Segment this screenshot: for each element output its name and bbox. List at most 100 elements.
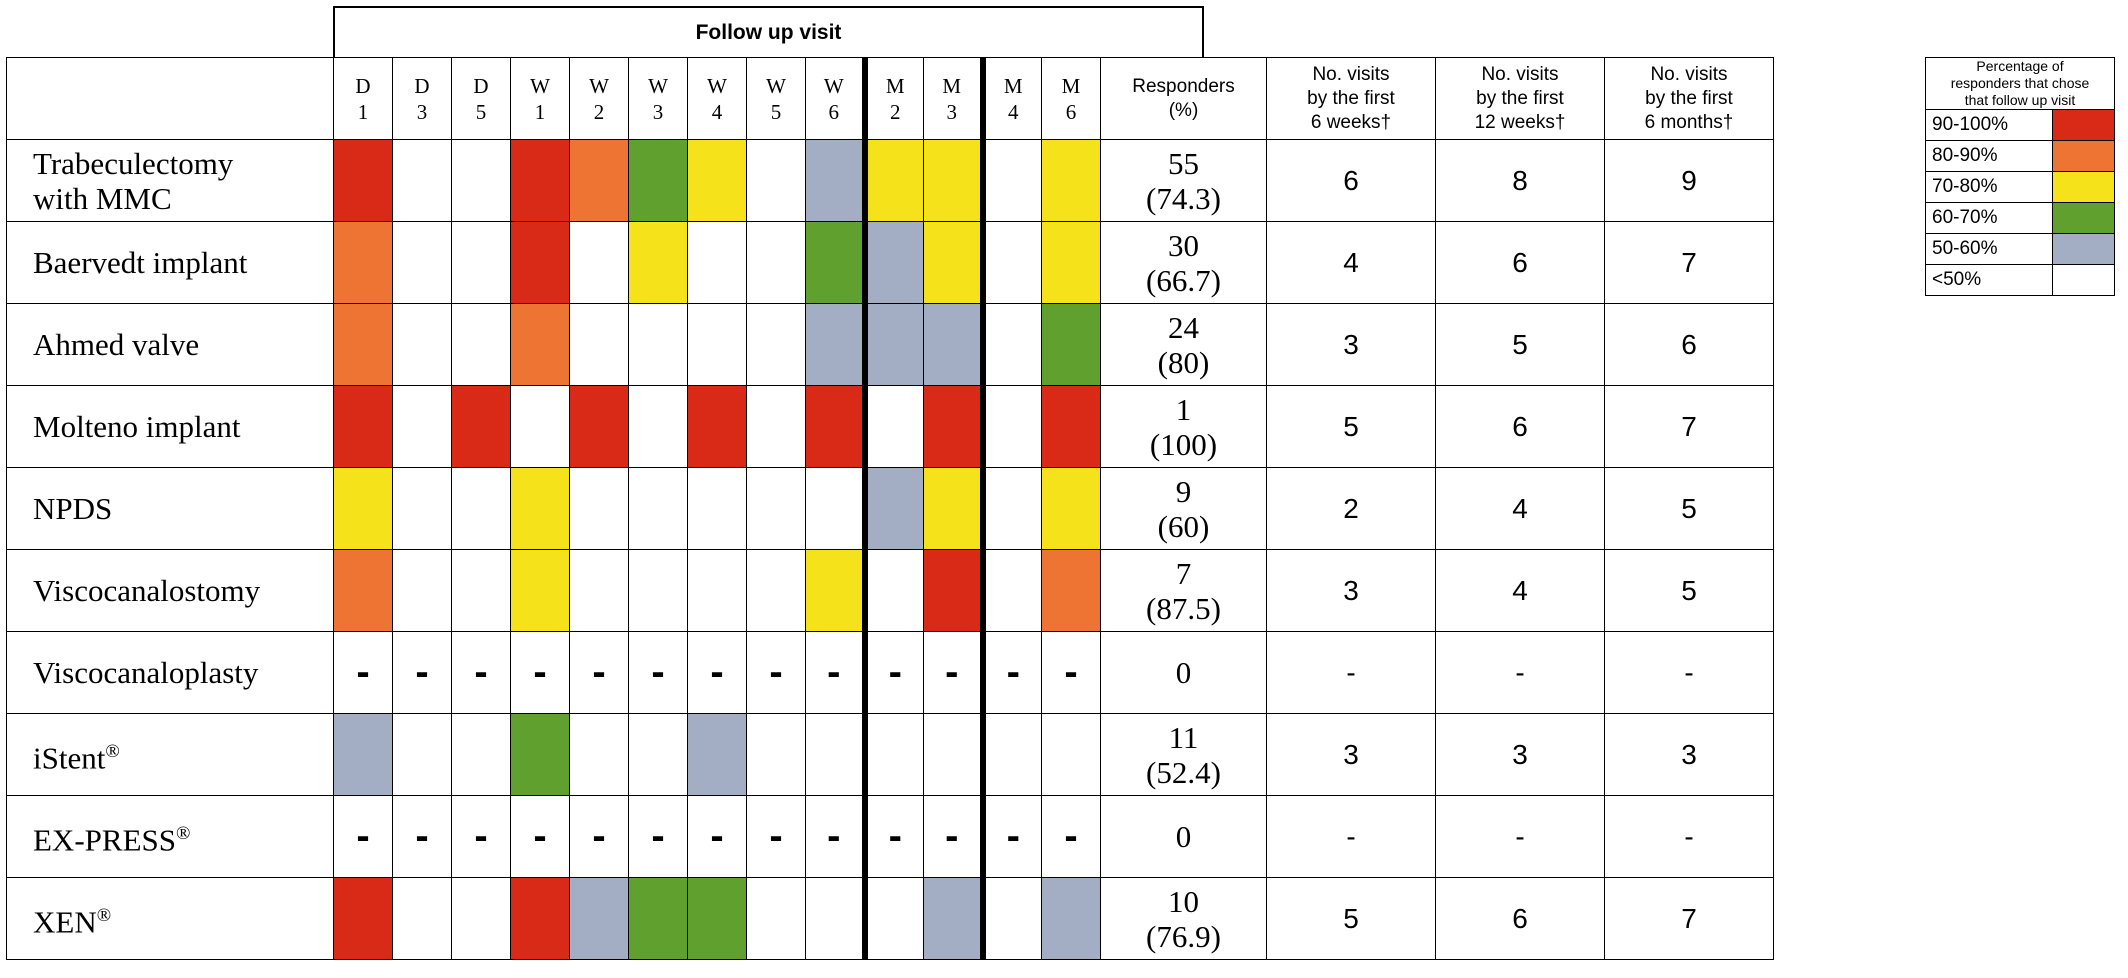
visit-cell: [510, 467, 570, 550]
responders-value-line: (76.9): [1146, 918, 1221, 954]
visit-column-label-line: 3: [652, 99, 664, 124]
legend-swatch: [2052, 233, 2115, 265]
visits-12-weeks-value: 4: [1435, 467, 1605, 550]
visit-cell: -: [510, 631, 570, 714]
visit-cell: [392, 713, 452, 796]
visit-cell: [1041, 139, 1101, 222]
visit-column-label-line: 6: [828, 99, 840, 124]
registered-mark: ®: [105, 740, 120, 762]
visit-cell: [569, 467, 629, 550]
visit-column-label-line: 5: [475, 99, 487, 124]
legend-item: 80-90%: [1925, 140, 2115, 172]
responders-value-line: 7: [1175, 555, 1192, 591]
visit-column-label-line: W: [530, 73, 550, 98]
visit-cell: [1041, 549, 1101, 632]
visit-cell: [746, 713, 806, 796]
visit-column-label-line: D: [414, 73, 430, 98]
visit-cell: [510, 877, 570, 960]
procedure-name: Trabeculectomy with MMC: [6, 139, 334, 222]
visit-cell: [923, 877, 983, 960]
visit-column-label-line: 2: [890, 99, 901, 124]
table-row: iStent® 11 (52.4) 3 3 3: [6, 713, 1774, 796]
visit-cell: [628, 549, 688, 632]
visits-12-weeks-value: -: [1435, 795, 1605, 878]
visit-cell: [392, 877, 452, 960]
visit-cell: [687, 549, 747, 632]
responders-value-line: 55: [1168, 145, 1199, 181]
visits-12-weeks-value: 3: [1435, 713, 1605, 796]
visit-cell: -: [333, 795, 393, 878]
responders-value-line: (60): [1157, 508, 1210, 544]
visit-cell: [569, 877, 629, 960]
visit-cell: [861, 549, 924, 632]
visit-cell: [392, 549, 452, 632]
visit-column-label-line: W: [648, 73, 668, 98]
responders-value-line: 9: [1175, 473, 1192, 509]
visit-cell: -: [979, 795, 1042, 878]
visit-cell: [510, 713, 570, 796]
responders-value: 9 (60): [1100, 467, 1267, 550]
visit-cell: [923, 303, 983, 386]
visit-column-label-line: 4: [711, 99, 723, 124]
visit-cell: [628, 303, 688, 386]
visits-6-months-value: 5: [1604, 549, 1774, 632]
visit-cell: [1041, 385, 1101, 468]
visits-12-weeks-value: 8: [1435, 139, 1605, 222]
legend-swatch: [2052, 264, 2115, 296]
visit-cell: [746, 385, 806, 468]
visits-6-months-value: 7: [1604, 877, 1774, 960]
legend-swatch: [2052, 140, 2115, 172]
responders-header-line: Responders: [1132, 75, 1235, 97]
responders-value-line: (52.4): [1146, 754, 1221, 790]
visits-6-weeks-header-line: by the first: [1307, 87, 1395, 109]
visit-cell: [333, 385, 393, 468]
procedure-name: Viscocanalostomy: [6, 549, 334, 632]
visit-cell: -: [510, 795, 570, 878]
table-row: EX-PRESS® - - - - - - - - - - - - -0- - -: [6, 795, 1774, 878]
legend-label: <50%: [1925, 264, 2053, 296]
responders-value: 24 (80): [1100, 303, 1267, 386]
responders-value-line: 24: [1168, 309, 1199, 345]
visit-cell: [687, 303, 747, 386]
visit-cell: [333, 877, 393, 960]
visit-cell: -: [451, 631, 511, 714]
visit-cell: [333, 139, 393, 222]
visits-6-months-value: 7: [1604, 385, 1774, 468]
procedure-name: Viscocanaloplasty: [6, 631, 334, 714]
visit-cell: [451, 385, 511, 468]
visit-column-label-line: W: [589, 73, 609, 98]
procedure-name: Ahmed valve: [6, 303, 334, 386]
visit-cell: [746, 221, 806, 304]
visits-6-weeks-value: 3: [1266, 549, 1436, 632]
visit-column-label-line: 1: [357, 99, 369, 124]
responders-value: 11 (52.4): [1100, 713, 1267, 796]
visit-cell: [333, 549, 393, 632]
visit-cell: [923, 139, 983, 222]
visit-column-label-line: M: [942, 73, 962, 98]
visit-cell: [392, 467, 452, 550]
visit-cell: [628, 221, 688, 304]
visits-6-weeks-value: 3: [1266, 303, 1436, 386]
visits-6-months-value: 9: [1604, 139, 1774, 222]
visit-column-label-line: 3: [416, 99, 428, 124]
visit-column-label-line: D: [355, 73, 371, 98]
legend-title-row: Percentage of responders that chose that f…: [1925, 57, 2115, 110]
legend-item: 90-100%: [1925, 109, 2115, 141]
legend-item: 50-60%: [1925, 233, 2115, 265]
visit-cell: -: [687, 795, 747, 878]
visit-column-label-line: M: [1061, 73, 1081, 98]
responders-header: Responders (%): [1100, 57, 1267, 140]
visits-6-weeks-value: 4: [1266, 221, 1436, 304]
visit-cell: -: [333, 631, 393, 714]
procedure-name-text: EX-PRESS: [33, 822, 176, 858]
visit-cell: [628, 385, 688, 468]
visits-6-months-value: -: [1604, 631, 1774, 714]
visits-6-weeks-value: 5: [1266, 385, 1436, 468]
visit-cell: [805, 713, 865, 796]
visit-cell: [451, 221, 511, 304]
visits-6-months-value: 6: [1604, 303, 1774, 386]
responders-value-line: 11: [1168, 719, 1199, 755]
visit-cell: -: [861, 631, 924, 714]
visit-cell: [687, 221, 747, 304]
